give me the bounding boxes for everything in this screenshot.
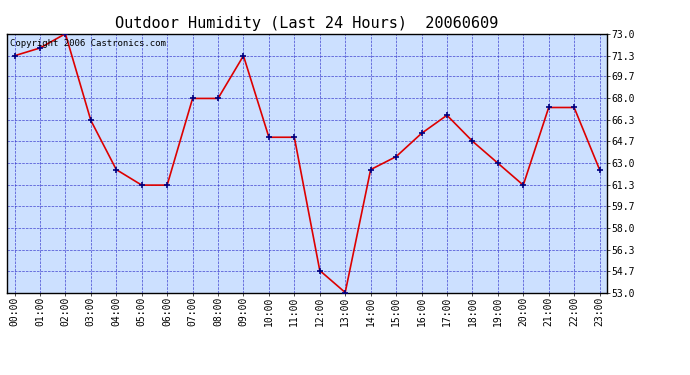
Title: Outdoor Humidity (Last 24 Hours)  20060609: Outdoor Humidity (Last 24 Hours) 2006060… xyxy=(115,16,499,31)
Text: Copyright 2006 Castronics.com: Copyright 2006 Castronics.com xyxy=(10,39,166,48)
